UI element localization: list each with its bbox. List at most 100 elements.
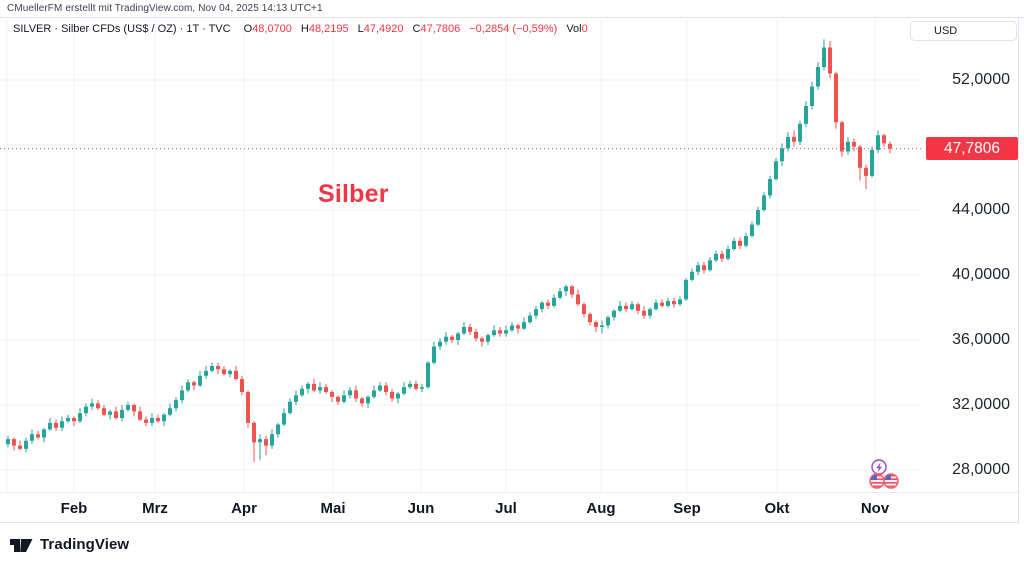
candle-body: [240, 379, 244, 392]
candle-body: [450, 336, 454, 340]
price-tick-label: 40,0000: [952, 266, 1010, 283]
currency-button[interactable]: USD: [910, 21, 1017, 41]
candle-body: [138, 411, 142, 420]
last-price-label: 47,7806: [926, 137, 1018, 161]
candle-body: [510, 325, 514, 331]
change-value: −0,2854 (−0,59%): [469, 23, 558, 35]
candle-body: [762, 195, 766, 210]
candle-body: [846, 141, 850, 152]
candle-body: [54, 422, 58, 428]
candle-body: [12, 439, 16, 446]
candle-body: [60, 421, 64, 428]
price-axis[interactable]: USD 52,0000 44,0000 40,0000 36,0000 32,0000 2…: [910, 18, 1024, 492]
candle-body: [234, 370, 238, 379]
symbol-legend[interactable]: SILVER · Silber CFDs (US$ / OZ) · 1T · T…: [13, 23, 588, 35]
candle-body: [594, 322, 598, 327]
candle-body: [498, 330, 502, 334]
candle-body: [348, 390, 352, 396]
candle-body: [210, 366, 214, 371]
candle-body: [402, 387, 406, 394]
candle-body: [366, 396, 370, 404]
candle-body: [618, 305, 622, 311]
symbol-title[interactable]: SILVER · Silber CFDs (US$ / OZ) · 1T · T…: [13, 23, 231, 35]
candle-body: [672, 301, 676, 305]
candle-body: [300, 388, 304, 396]
footer: TradingView: [0, 524, 1024, 564]
candle-body: [330, 392, 334, 397]
candle-body: [744, 236, 748, 246]
price-tick-label: 32,0000: [952, 396, 1010, 413]
candle-body: [342, 395, 346, 402]
candle-body: [282, 413, 286, 425]
us-flag-event-icon[interactable]: [869, 473, 885, 489]
candle-body: [102, 408, 106, 415]
price-tick-label: 28,0000: [952, 461, 1010, 478]
candle-body: [870, 149, 874, 176]
candle-body: [6, 439, 10, 444]
candle-body: [66, 418, 70, 422]
candle-body: [186, 382, 190, 391]
candle-body: [162, 414, 166, 422]
candle-body: [624, 305, 628, 310]
candle-body: [174, 400, 178, 409]
candle-body: [90, 403, 94, 407]
lightning-event-icon[interactable]: [871, 459, 887, 475]
candle-body: [768, 179, 772, 196]
candle-body: [798, 123, 802, 142]
candle-body: [426, 362, 430, 388]
candle-body: [876, 135, 880, 150]
candle-body: [372, 390, 376, 397]
price-tick-label: 52,0000: [952, 71, 1010, 88]
candle-body: [150, 418, 154, 423]
candle-body: [288, 401, 292, 414]
candle-wick: [259, 434, 261, 461]
candle-body: [198, 375, 202, 386]
time-axis[interactable]: Feb Mrz Apr Mai Jun Jul Aug Sep Okt Nov: [0, 492, 1019, 523]
candle-body: [630, 304, 634, 310]
candle-body: [156, 418, 160, 422]
candle-body: [96, 403, 100, 409]
candle-body: [474, 331, 478, 339]
candle-body: [468, 327, 472, 332]
candle-body: [516, 325, 520, 329]
candle-body: [696, 265, 700, 272]
candle-body: [36, 434, 40, 438]
month-label-mrz: Mrz: [142, 500, 168, 517]
candle-body: [180, 390, 184, 401]
candle-body: [810, 86, 814, 106]
candle-body: [654, 302, 658, 310]
candle-body: [216, 366, 220, 370]
candle-body: [432, 346, 436, 363]
candlestick-chart[interactable]: [0, 18, 922, 492]
candle-body: [276, 424, 280, 435]
us-flag-event-icon[interactable]: [883, 473, 899, 489]
candle-body: [72, 418, 76, 422]
ohlc-c: C47,7806: [412, 23, 461, 35]
candle-body: [318, 387, 322, 391]
candle-body: [408, 383, 412, 388]
candle-body: [222, 369, 226, 375]
price-tick-label: 44,0000: [952, 201, 1010, 218]
price-tick-label: 36,0000: [952, 331, 1010, 348]
candle-body: [756, 210, 760, 225]
candle-body: [828, 47, 832, 74]
candle-body: [294, 395, 298, 402]
candle-body: [78, 413, 82, 422]
candle-body: [384, 385, 388, 392]
candle-body: [120, 409, 124, 418]
candle-body: [648, 309, 652, 316]
chart-pane[interactable]: SILVER · Silber CFDs (US$ / OZ) · 1T · T…: [0, 18, 922, 492]
candle-body: [270, 434, 274, 446]
candle-body: [864, 167, 868, 176]
candle-body: [444, 336, 448, 342]
ohlc-h: H48,2195: [300, 23, 349, 35]
candle-wick: [865, 164, 867, 189]
candle-body: [312, 383, 316, 391]
candle-body: [588, 314, 592, 323]
candle-body: [750, 224, 754, 236]
candle-body: [852, 141, 856, 147]
candle-body: [840, 122, 844, 152]
tradingview-logo[interactable]: TradingView: [10, 536, 129, 553]
attribution-bar: CMuellerFM erstellt mit TradingView.com,…: [0, 0, 1024, 18]
